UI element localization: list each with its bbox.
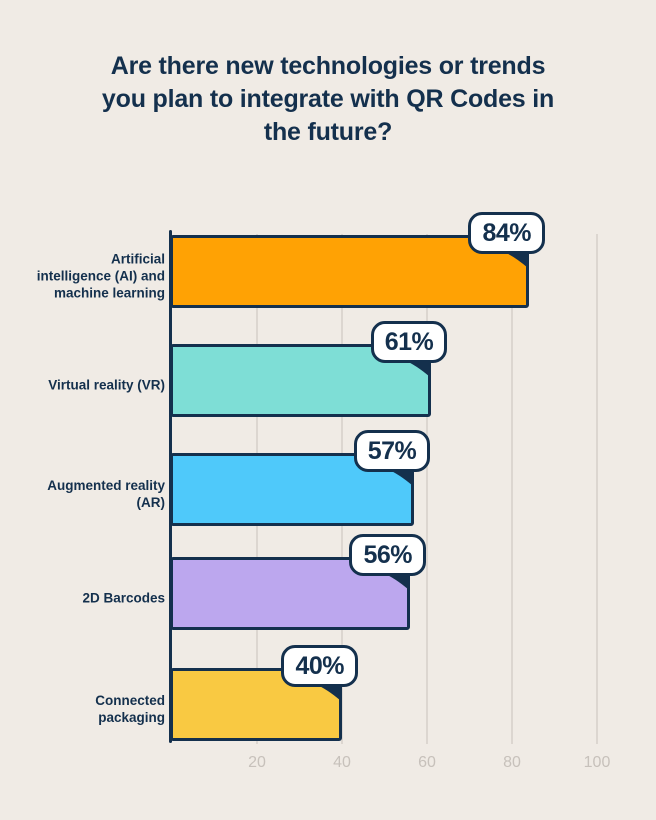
bubble-tail — [404, 360, 431, 382]
bubble-tail — [502, 251, 528, 273]
gridline — [426, 234, 428, 744]
category-label: Connected packaging — [95, 692, 165, 725]
value-bubble: 56% — [349, 534, 426, 576]
bar — [170, 668, 342, 741]
category-label: Artificial intelligence (AI) and machine… — [36, 251, 165, 300]
chart-title: Are there new technologies or trends you… — [101, 52, 555, 146]
category-label: Virtual reality (VR) — [48, 377, 165, 392]
category-label: 2D Barcodes — [82, 590, 165, 605]
x-axis-tick-label: 40 — [333, 754, 351, 771]
bar — [170, 235, 529, 308]
x-axis-tick-label: 20 — [248, 754, 266, 771]
x-axis-tick-label: 80 — [503, 754, 521, 771]
value-bubble: 61% — [370, 321, 448, 363]
value-bubble: 40% — [281, 645, 358, 687]
x-axis-tick-label: 60 — [418, 754, 436, 771]
bubble-tail — [315, 684, 341, 706]
value-bubble: 84% — [468, 212, 545, 254]
gridline — [596, 234, 598, 744]
value-bubble: 57% — [353, 430, 431, 472]
bubble-tail — [387, 469, 414, 491]
category-label: Augmented reality (AR) — [47, 477, 165, 510]
gridline — [511, 234, 513, 744]
x-axis-tick-label: 100 — [583, 754, 611, 771]
bubble-tail — [383, 573, 409, 595]
